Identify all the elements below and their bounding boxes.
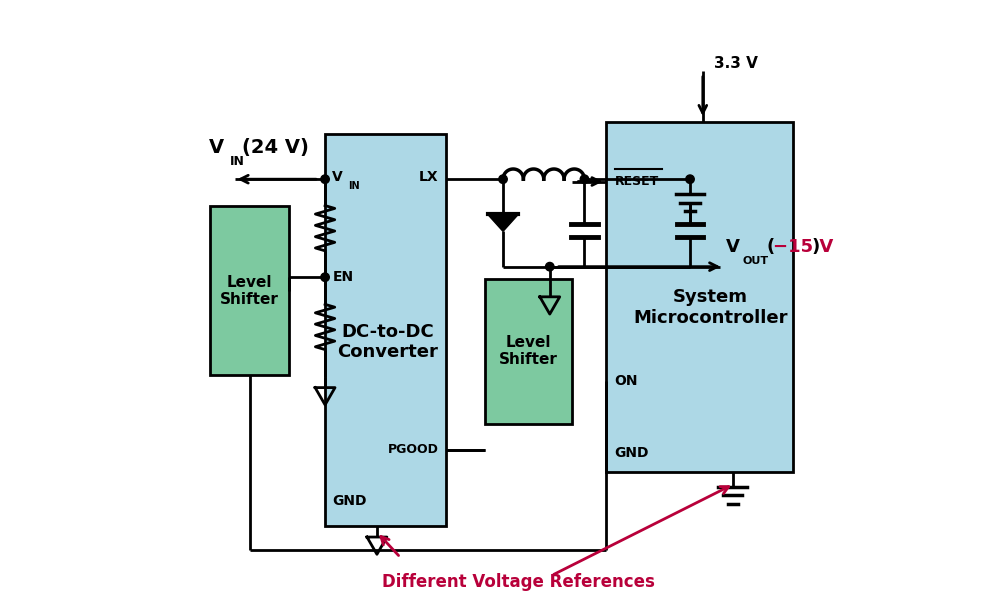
Circle shape <box>580 175 589 184</box>
Text: EN: EN <box>332 270 353 284</box>
Text: IN: IN <box>230 155 245 168</box>
Text: GND: GND <box>615 445 649 460</box>
Text: LX: LX <box>419 170 438 184</box>
Text: (24 V): (24 V) <box>242 138 309 158</box>
FancyBboxPatch shape <box>485 279 572 424</box>
FancyBboxPatch shape <box>606 122 793 472</box>
Text: (: ( <box>767 238 775 256</box>
Text: V: V <box>726 238 740 256</box>
Text: PGOOD: PGOOD <box>388 443 438 456</box>
FancyBboxPatch shape <box>325 134 446 526</box>
Circle shape <box>546 262 554 271</box>
Circle shape <box>321 175 329 184</box>
Text: System
Microcontroller: System Microcontroller <box>633 288 788 327</box>
Text: V: V <box>332 170 343 184</box>
Circle shape <box>321 273 329 281</box>
Text: −15 V: −15 V <box>773 238 834 256</box>
Text: 3.3 V: 3.3 V <box>714 56 758 71</box>
Circle shape <box>499 175 507 184</box>
FancyBboxPatch shape <box>210 207 289 375</box>
Text: ON: ON <box>615 374 638 388</box>
Text: Level
Shifter: Level Shifter <box>499 335 558 367</box>
Text: OUT: OUT <box>742 256 769 265</box>
Circle shape <box>686 175 694 184</box>
Text: Level
Shifter: Level Shifter <box>220 275 279 307</box>
Text: RESET: RESET <box>615 175 659 188</box>
Text: Different Voltage References: Different Voltage References <box>382 573 655 591</box>
Polygon shape <box>488 215 518 231</box>
Text: V: V <box>209 138 224 158</box>
Text: IN: IN <box>348 181 360 191</box>
Text: GND: GND <box>332 494 367 508</box>
Text: ): ) <box>812 238 820 256</box>
Text: DC-to-DC
Converter: DC-to-DC Converter <box>337 322 438 361</box>
